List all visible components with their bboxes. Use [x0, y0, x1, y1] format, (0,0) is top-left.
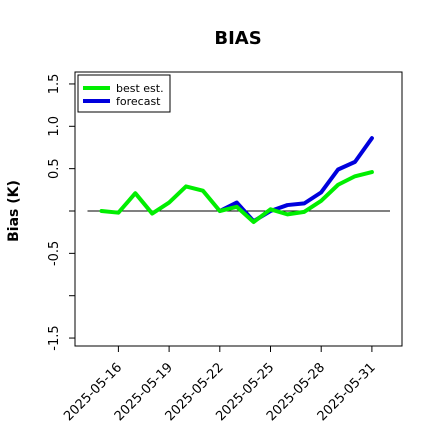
series-layer	[99, 136, 374, 225]
x-axis: 2025-05-162025-05-192025-05-222025-05-25…	[61, 346, 379, 424]
y-axis: -1.5 -0.5 0.5 1.0 1.5	[47, 74, 75, 351]
legend: best est. forecast	[77, 74, 171, 113]
y-tick-label: 0.5	[47, 158, 62, 179]
y-tick-label: -1.5	[47, 325, 62, 350]
chart-title: BIAS	[214, 28, 261, 49]
y-tick-label: -0.5	[47, 241, 62, 266]
legend-label-forecast: forecast	[116, 95, 161, 108]
y-tick-label: 1.5	[47, 74, 62, 95]
y-axis-label: Bias (K)	[6, 180, 22, 242]
plot-area	[74, 71, 403, 347]
series-line-best-est	[99, 170, 374, 225]
y-tick-label: 1.0	[47, 116, 62, 137]
legend-label-best-est: best est.	[116, 82, 164, 95]
legend-box	[77, 74, 171, 113]
